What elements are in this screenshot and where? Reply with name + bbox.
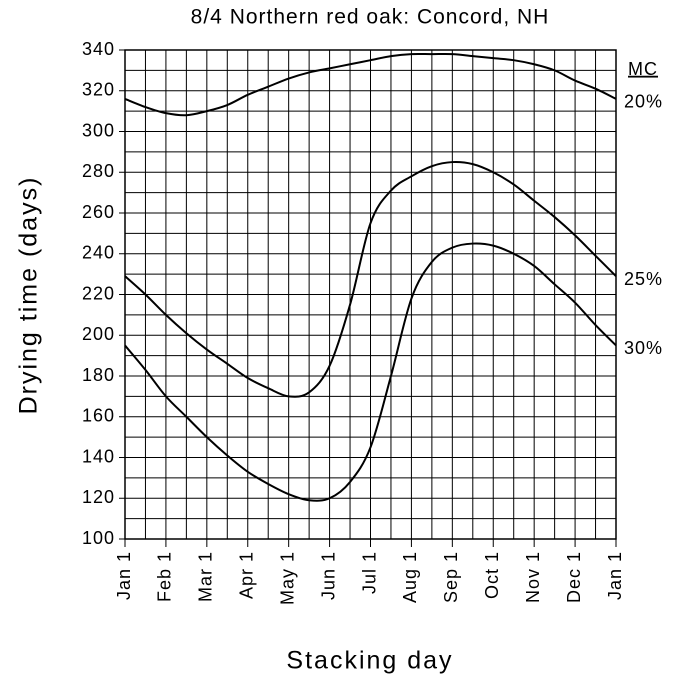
plot-frame <box>124 49 617 540</box>
x-tick-label: Sep 1 <box>441 551 461 603</box>
y-tick-label: 120 <box>82 487 115 507</box>
x-tick-label: Jun 1 <box>318 551 338 600</box>
y-tick-label: 280 <box>82 161 115 181</box>
y-tick-label: 320 <box>82 80 115 100</box>
series-line <box>124 160 617 398</box>
series-label: 30% <box>624 338 663 358</box>
series-line <box>124 242 617 502</box>
x-tick-label: Oct 1 <box>482 551 502 599</box>
y-tick-label: 160 <box>82 406 115 426</box>
y-tick-label: 220 <box>82 283 115 303</box>
x-tick-label: Feb 1 <box>155 551 175 602</box>
x-axis-label: Stacking day <box>286 647 453 675</box>
x-tick-label: Apr 1 <box>237 551 257 599</box>
series-line <box>124 52 617 117</box>
y-tick-label: 240 <box>82 243 115 263</box>
y-axis-label: Drying time (days) <box>15 176 43 415</box>
y-tick-label: 180 <box>82 365 115 385</box>
y-tick-label: 300 <box>82 120 115 140</box>
x-tick-label: May 1 <box>277 551 297 605</box>
x-tick-label: Mar 1 <box>196 551 216 602</box>
y-tick-label: 260 <box>82 202 115 222</box>
chart-title: 8/4 Northern red oak: Concord, NH <box>191 6 550 29</box>
y-tick-label: 200 <box>82 324 115 344</box>
x-tick-label: Jan 1 <box>605 551 625 600</box>
y-tick-label: 100 <box>82 528 115 548</box>
y-tick-label: 140 <box>82 446 115 466</box>
series-label: 20% <box>624 92 663 112</box>
legend-title: MC <box>628 59 658 79</box>
x-tick-label: Aug 1 <box>400 551 420 603</box>
x-tick-label: Nov 1 <box>523 551 543 603</box>
series-label: 25% <box>624 269 663 289</box>
x-tick-label: Jul 1 <box>359 551 379 594</box>
y-tick-label: 340 <box>82 39 115 59</box>
x-tick-label: Jan 1 <box>114 551 134 600</box>
x-tick-label: Dec 1 <box>564 551 584 603</box>
